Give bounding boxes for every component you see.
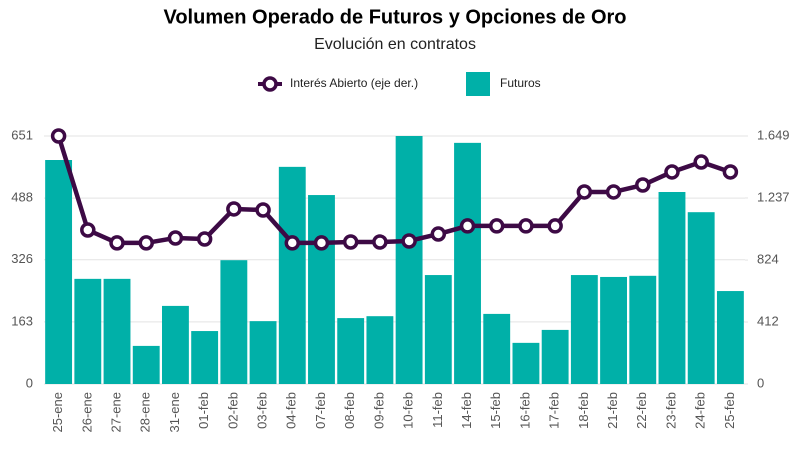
bar (308, 195, 335, 384)
x-tick-label: 17-feb (547, 392, 562, 429)
bar (454, 142, 481, 384)
y-tick-label: 651 (11, 127, 33, 142)
x-tick-label: 22-feb (634, 392, 649, 429)
bar (103, 278, 131, 384)
legend-label: Futuros (500, 76, 541, 90)
bar (162, 305, 189, 384)
x-tick-label: 09-feb (371, 392, 386, 429)
x-tick-label: 27-ene (108, 392, 123, 432)
x-tick-label: 08-feb (342, 392, 357, 429)
line-marker (605, 184, 622, 200)
line-marker (488, 218, 505, 234)
line-marker (255, 202, 271, 218)
line-marker (722, 164, 739, 180)
line-marker (635, 177, 651, 193)
line-marker (313, 235, 330, 251)
legend-swatch (466, 72, 490, 96)
y-tick-label: 163 (11, 313, 33, 328)
bar (395, 136, 423, 384)
line-marker (576, 184, 593, 200)
bar (424, 275, 452, 384)
line-marker (342, 234, 359, 250)
x-tick-label: 18-feb (576, 392, 591, 429)
line-marker (430, 226, 447, 242)
y2-tick-label: 824 (757, 252, 779, 267)
y2-tick-label: 1.649 (757, 127, 790, 142)
bar (570, 275, 598, 384)
x-tick-label: 07-feb (313, 392, 328, 429)
y2-tick-label: 0 (757, 375, 764, 390)
bar (658, 192, 686, 384)
y-tick-label: 326 (11, 251, 33, 266)
line-marker (547, 218, 563, 234)
line-marker (284, 235, 301, 251)
bar (132, 345, 160, 384)
bar (483, 313, 511, 384)
legend-marker (262, 76, 278, 92)
bar (249, 321, 277, 384)
line-marker (372, 234, 388, 250)
bar (220, 260, 248, 384)
x-tick-label: 03-feb (255, 392, 270, 429)
line-marker (167, 230, 184, 246)
x-tick-label: 10-feb (401, 392, 416, 429)
x-tick-label: 14-feb (459, 392, 474, 429)
line (56, 135, 732, 246)
bar (45, 160, 73, 384)
bar (600, 276, 627, 384)
x-tick-label: 25-ene (50, 392, 65, 432)
line-marker (50, 128, 67, 144)
bar (541, 329, 569, 384)
x-tick-label: 21-feb (605, 392, 620, 429)
bar (74, 278, 102, 384)
bar (629, 275, 657, 384)
x-tick-label: 11-feb (430, 392, 445, 428)
line-marker (109, 235, 125, 251)
line-marker (138, 235, 154, 251)
y-tick-label: 0 (26, 375, 33, 390)
x-tick-label: 04-feb (284, 392, 299, 429)
x-tick-label: 16-feb (517, 392, 532, 429)
x-tick-label: 25-feb (722, 392, 737, 429)
x-tick-label: 23-feb (663, 392, 678, 429)
x-tick-label: 26-ene (79, 392, 94, 432)
bar (191, 331, 219, 384)
line-marker (80, 222, 96, 238)
line-marker (226, 201, 242, 217)
x-tick-label: 02-feb (225, 392, 240, 429)
y2-tick-label: 1.237 (757, 189, 790, 204)
line-marker (196, 231, 213, 247)
chart-title: Volumen Operado de Futuros y Opciones de… (163, 6, 626, 28)
x-tick-label: 31-ene (167, 392, 182, 432)
bar (366, 316, 394, 384)
line-marker (401, 233, 417, 249)
chart-subtitle: Evolución en contratos (314, 36, 476, 53)
bar (337, 318, 365, 384)
x-tick-label: 28-ene (138, 392, 153, 432)
x-tick-label: 01-feb (196, 392, 211, 429)
y2-tick-label: 412 (757, 313, 779, 328)
x-tick-label: 24-feb (693, 392, 708, 429)
x-tick-label: 15-feb (488, 392, 503, 429)
line-marker (518, 218, 534, 234)
line-marker (664, 164, 680, 180)
legend-label: Interés Abierto (eje der.) (290, 76, 418, 90)
bar (687, 212, 715, 384)
bar (716, 291, 744, 384)
y-tick-label: 488 (11, 190, 33, 205)
line-marker (693, 154, 709, 170)
bar (278, 166, 306, 384)
line-marker (459, 218, 476, 234)
bar (512, 342, 540, 384)
